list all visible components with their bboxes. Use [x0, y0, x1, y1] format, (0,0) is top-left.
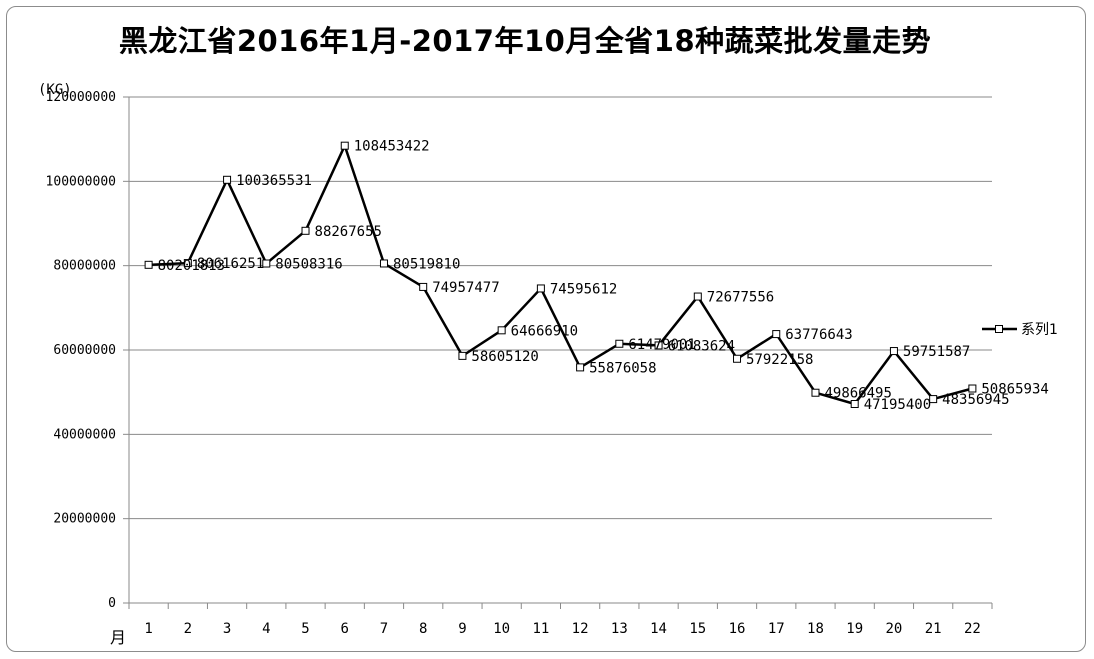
data-point [772, 330, 781, 339]
y-tick-label: 60000000 [53, 343, 116, 358]
x-tick-label: 18 [807, 621, 824, 637]
chart-title: 黑龙江省2016年1月-2017年10月全省18种蔬菜批发量走势 [118, 24, 932, 58]
data-point [536, 284, 545, 293]
data-point [419, 282, 428, 291]
axes [123, 96, 993, 609]
x-tick-label: 22 [964, 621, 981, 637]
data-point [183, 259, 192, 268]
x-tick-label: 19 [846, 621, 863, 637]
data-label: 57922158 [746, 352, 813, 368]
data-point [968, 384, 977, 393]
x-tick-label: 4 [262, 621, 270, 637]
x-tick-label: 10 [493, 621, 510, 637]
data-label: 74957477 [432, 280, 499, 296]
data-label: 80616251 [197, 256, 264, 272]
series-line [148, 144, 973, 406]
x-tick-label: 7 [380, 621, 388, 637]
x-tick-label: 15 [689, 621, 706, 637]
data-label: 47195400 [864, 397, 931, 413]
data-point [223, 175, 232, 184]
x-tick-label: 5 [301, 621, 309, 637]
data-label: 100365531 [236, 173, 312, 189]
y-tick-label: 80000000 [53, 259, 116, 274]
legend-marker [995, 325, 1003, 333]
data-point [615, 339, 624, 348]
x-tick-label: 11 [532, 621, 549, 637]
y-tick-labels: 0 20000000 40000000 60000000 80000000 1000000… [46, 90, 116, 611]
data-point [576, 363, 585, 372]
data-label: 64666910 [511, 323, 578, 339]
data-point [929, 395, 938, 404]
y-tick-label: 120000000 [46, 90, 116, 105]
x-tick-label: 21 [925, 621, 942, 637]
y-tick-label: 0 [108, 596, 116, 611]
x-tick-label: 12 [572, 621, 589, 637]
data-point [889, 347, 898, 356]
data-label: 80508316 [275, 257, 342, 273]
x-tick-label: 14 [650, 621, 667, 637]
data-point [654, 341, 663, 350]
data-point [262, 259, 271, 268]
data-label: 72677556 [707, 290, 774, 306]
y-tick-label: 100000000 [46, 174, 116, 189]
data-label: 61479001 [628, 337, 695, 353]
data-label: 49866495 [824, 386, 891, 402]
y-tick-label: 40000000 [53, 427, 116, 442]
data-label: 63776643 [785, 327, 852, 343]
x-tick-label: 13 [611, 621, 628, 637]
data-label: 108453422 [354, 139, 430, 155]
x-tick-labels: 1 2 3 4 5 6 7 8 9 10 11 12 13 14 15 16 17 18 19 20 21 22 [144, 621, 980, 637]
y-tick-label: 20000000 [53, 512, 116, 527]
x-tick-label: 1 [144, 621, 152, 637]
data-label: 59751587 [903, 344, 970, 360]
data-label: 80201813 [158, 258, 225, 274]
grid-lines [129, 96, 992, 520]
data-label: 55876058 [589, 360, 656, 376]
x-tick-label: 16 [729, 621, 746, 637]
data-point [733, 354, 742, 363]
data-label: 48356945 [942, 392, 1009, 408]
series-1 [144, 141, 977, 408]
x-tick-label: 3 [223, 621, 231, 637]
x-tick-label: 8 [419, 621, 427, 637]
data-point [340, 141, 349, 150]
data-point [850, 399, 859, 408]
y-axis-label: (KG) [38, 82, 72, 98]
x-tick-label: 20 [886, 621, 903, 637]
data-point [811, 388, 820, 397]
data-label: 61083624 [668, 338, 735, 354]
data-point [458, 351, 467, 360]
x-tick-label: 9 [458, 621, 466, 637]
data-label: 58605120 [471, 349, 538, 365]
legend-label: 系列1 [1021, 322, 1058, 338]
data-label: 74595612 [550, 281, 617, 297]
data-label: 50865934 [981, 382, 1048, 398]
data-label: 88267655 [315, 224, 382, 240]
data-point [693, 292, 702, 301]
data-point [144, 260, 153, 269]
data-label: 80519810 [393, 256, 460, 272]
x-tick-label: 17 [768, 621, 785, 637]
data-point [497, 326, 506, 335]
x-tick-label: 2 [184, 621, 192, 637]
chart-frame [6, 6, 1086, 652]
x-tick-label: 6 [341, 621, 349, 637]
legend: 系列1 [982, 322, 1058, 338]
data-point [379, 259, 388, 268]
x-axis-label: 月 [110, 628, 126, 647]
data-point [301, 226, 310, 235]
